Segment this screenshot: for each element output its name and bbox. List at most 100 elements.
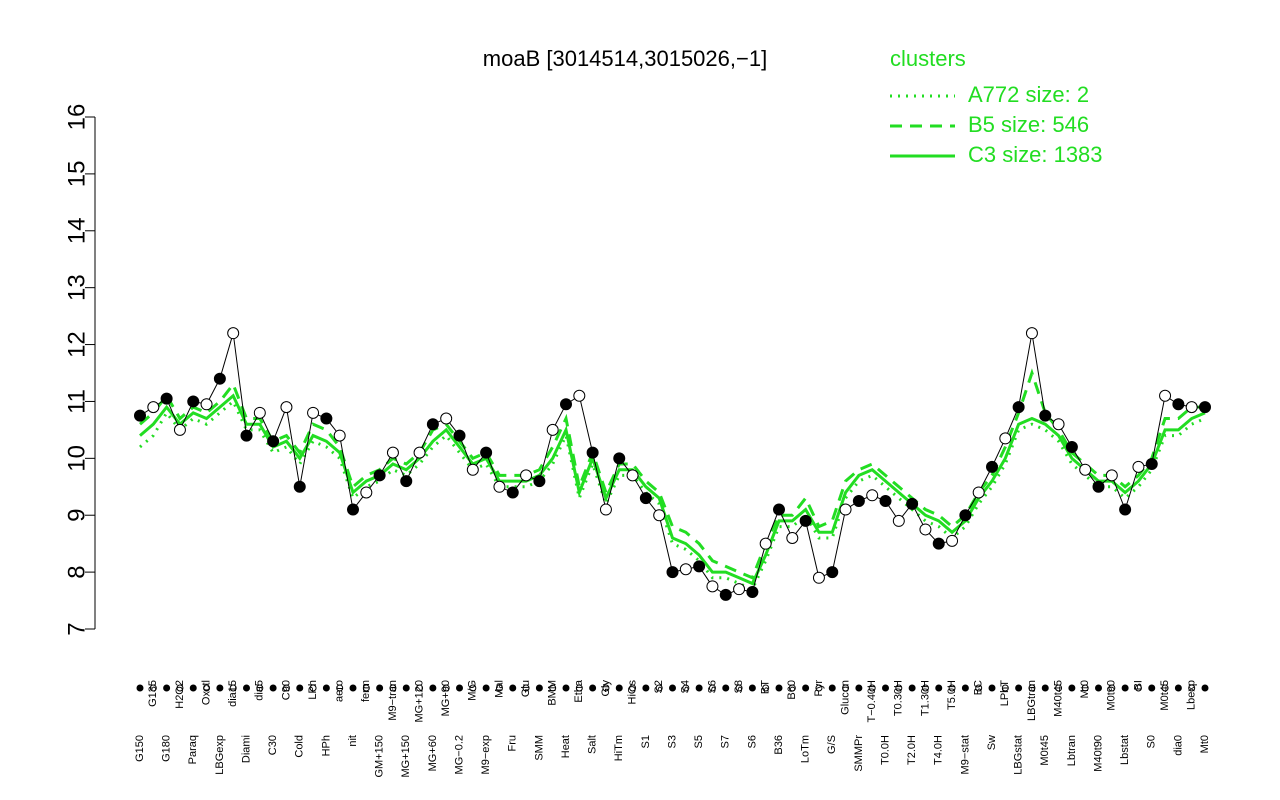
- x-tick-label: S6: [746, 735, 758, 748]
- x-tick-label: Lbexp: [1186, 680, 1198, 710]
- point: [746, 586, 759, 599]
- category-marker: [1188, 684, 1196, 692]
- category-marker: [655, 684, 663, 692]
- point: [1185, 401, 1198, 414]
- point: [1079, 463, 1092, 476]
- point: [386, 446, 399, 459]
- y-tick-label: 12: [63, 331, 90, 358]
- category-marker: [1201, 684, 1209, 692]
- point: [573, 389, 586, 402]
- x-tick-label: M9−stat: [959, 735, 971, 774]
- category-marker: [203, 684, 211, 692]
- x-tick-label: M9−tran: [387, 680, 399, 721]
- point: [373, 469, 386, 482]
- y-tick-label: 14: [63, 217, 90, 244]
- point: [679, 563, 692, 576]
- x-tick-label: nit: [347, 735, 359, 747]
- category-marker: [509, 684, 517, 692]
- point: [972, 486, 985, 499]
- point: [134, 409, 146, 422]
- category-marker: [376, 684, 384, 692]
- category-marker: [575, 684, 583, 692]
- category-marker: [216, 684, 224, 692]
- category-marker: [1081, 684, 1089, 692]
- category-marker: [495, 684, 503, 692]
- category-marker: [549, 684, 557, 692]
- category-marker: [562, 684, 570, 692]
- y-tick-label: 16: [63, 104, 90, 131]
- point: [986, 460, 998, 473]
- category-marker: [402, 684, 410, 692]
- point: [879, 495, 892, 507]
- point: [799, 514, 812, 527]
- point: [200, 398, 213, 411]
- x-tick-label: HPh: [320, 735, 332, 756]
- point: [852, 495, 865, 507]
- point: [213, 372, 226, 385]
- point: [506, 486, 519, 499]
- y-tick-label: 10: [63, 445, 90, 472]
- point: [546, 423, 559, 436]
- point: [759, 537, 772, 550]
- y-tick-label: 15: [63, 161, 90, 188]
- x-tick-label: dia0: [1172, 735, 1184, 756]
- category-marker: [149, 684, 157, 692]
- point: [360, 486, 373, 499]
- chart-title: moaB [3014514,3015026,−1]: [483, 46, 767, 71]
- point: [1039, 409, 1052, 422]
- x-tick-label: M/G: [467, 680, 479, 701]
- x-tick-label: T0.0H: [879, 735, 891, 765]
- x-tick-label: S1: [640, 735, 652, 748]
- point: [773, 503, 785, 516]
- point: [307, 406, 320, 419]
- category-marker: [442, 684, 450, 692]
- point: [613, 452, 626, 465]
- point: [626, 469, 639, 482]
- category-marker: [269, 684, 277, 692]
- category-marker: [322, 684, 330, 692]
- point: [1119, 503, 1132, 516]
- category-marker: [136, 684, 144, 692]
- point: [906, 497, 919, 510]
- category-marker: [708, 684, 716, 692]
- x-tick-label: G135: [147, 680, 159, 707]
- point: [693, 560, 706, 573]
- category-marker: [1121, 684, 1129, 692]
- point: [426, 418, 439, 431]
- category-marker: [722, 684, 730, 692]
- point: [160, 392, 173, 405]
- point: [147, 401, 160, 414]
- category-marker: [975, 684, 983, 692]
- x-tick-label: H2O2: [174, 680, 186, 709]
- point: [227, 327, 240, 340]
- point: [533, 475, 546, 488]
- x-tick-label: M9−exp: [480, 735, 492, 774]
- point: [1199, 401, 1211, 414]
- category-marker: [349, 684, 357, 692]
- point: [480, 446, 493, 459]
- point: [520, 469, 533, 482]
- x-tick-label: Mt0: [1199, 735, 1211, 753]
- point: [1145, 458, 1158, 471]
- point: [932, 537, 945, 550]
- category-marker: [589, 684, 597, 692]
- category-marker: [482, 684, 490, 692]
- category-marker: [921, 684, 929, 692]
- category-marker: [309, 684, 317, 692]
- x-tick-label: G180: [161, 735, 173, 762]
- category-marker: [282, 684, 290, 692]
- point: [560, 398, 572, 411]
- category-marker: [1134, 684, 1142, 692]
- x-tick-label: Fru: [507, 735, 519, 752]
- x-tick-label: S4: [680, 680, 692, 693]
- x-tick-label: LPhT: [999, 680, 1011, 707]
- category-marker: [1148, 684, 1156, 692]
- category-marker: [1108, 684, 1116, 692]
- category-marker: [735, 684, 743, 692]
- category-marker: [988, 684, 996, 692]
- x-tick-label: HiTm: [613, 735, 625, 761]
- category-marker: [522, 684, 530, 692]
- x-tick-label: M0t45: [1039, 735, 1051, 766]
- legend-label: C3 size: 1383: [968, 142, 1103, 167]
- x-tick-label: MG+150: [400, 735, 412, 778]
